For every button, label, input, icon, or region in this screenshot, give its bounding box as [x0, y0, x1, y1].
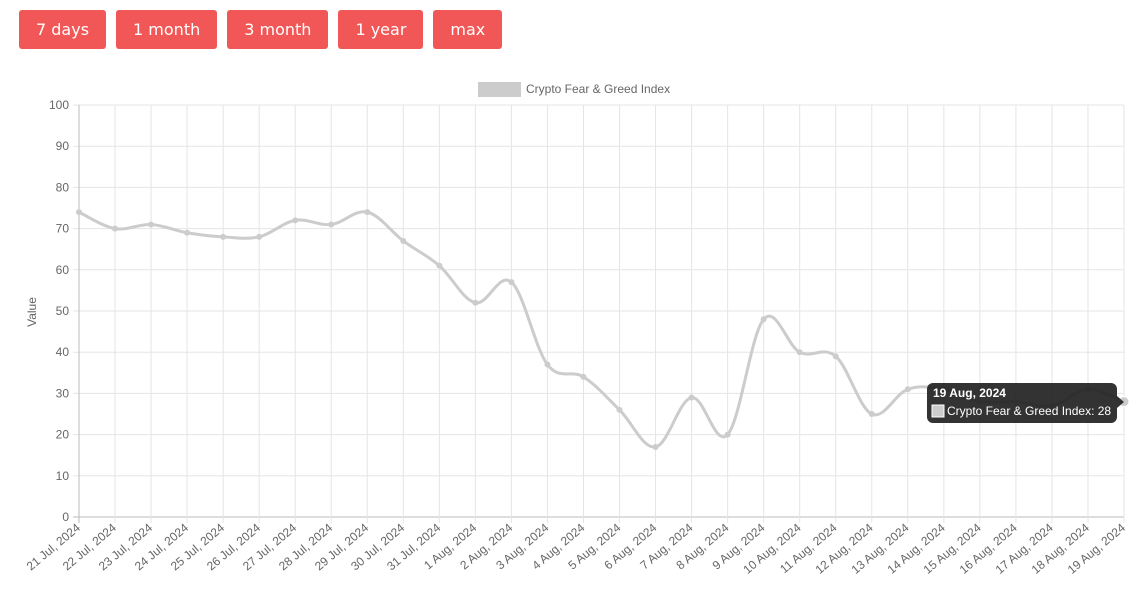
data-point[interactable] [76, 209, 82, 216]
data-point[interactable] [796, 349, 803, 356]
data-point[interactable] [760, 316, 767, 323]
y-tick-label: 60 [56, 263, 70, 277]
data-point[interactable] [688, 394, 695, 401]
data-point[interactable] [508, 279, 515, 286]
time-range-selector: 7 days 1 month 3 month 1 year max [19, 10, 503, 49]
data-point[interactable] [616, 406, 623, 413]
tooltip-title: 19 Aug, 2024 [933, 386, 1006, 400]
tooltip-box [927, 383, 1117, 423]
data-point[interactable] [364, 209, 371, 216]
data-point[interactable] [148, 221, 155, 228]
tooltip-swatch [931, 404, 945, 418]
data-point[interactable] [400, 237, 407, 244]
y-tick-label: 90 [56, 139, 70, 153]
y-tick-label: 50 [56, 304, 70, 318]
y-axis-label: Value [25, 297, 39, 327]
data-point[interactable] [832, 353, 839, 360]
data-point[interactable] [580, 373, 587, 380]
y-tick-label: 10 [56, 469, 70, 483]
y-tick-label: 0 [62, 510, 69, 524]
y-tick-label: 30 [56, 386, 70, 400]
range-3-month-button[interactable]: 3 month [227, 10, 329, 49]
tooltip-caret [1117, 396, 1124, 408]
range-1-month-button[interactable]: 1 month [116, 10, 218, 49]
data-point[interactable] [904, 386, 911, 393]
data-point[interactable] [472, 299, 479, 306]
y-tick-label: 70 [56, 222, 70, 236]
data-point[interactable] [220, 233, 227, 240]
data-point[interactable] [868, 411, 875, 417]
data-point[interactable] [652, 443, 659, 450]
y-tick-label: 40 [56, 345, 70, 359]
data-point[interactable] [292, 217, 299, 224]
tooltip-label: Crypto Fear & Greed Index: 28 [947, 404, 1111, 418]
legend-label: Crypto Fear & Greed Index [526, 82, 670, 96]
tooltip: 19 Aug, 2024 Crypto Fear & Greed Index: … [927, 383, 1124, 423]
data-point[interactable] [256, 233, 263, 240]
range-7-days-button[interactable]: 7 days [19, 10, 107, 49]
y-tick-label: 80 [56, 180, 70, 194]
legend-swatch [478, 82, 521, 97]
data-point[interactable] [724, 431, 731, 438]
range-1-year-button[interactable]: 1 year [338, 10, 424, 49]
chart-legend[interactable]: Crypto Fear & Greed Index [478, 82, 670, 97]
data-point[interactable] [436, 262, 443, 269]
y-tick-label: 20 [56, 428, 70, 442]
data-point[interactable] [112, 225, 119, 232]
chart-grid [73, 104, 1125, 523]
y-tick-label: 100 [49, 98, 69, 112]
range-max-button[interactable]: max [433, 10, 503, 49]
data-point[interactable] [544, 361, 551, 368]
data-point[interactable] [328, 221, 335, 228]
data-point[interactable] [184, 229, 191, 236]
